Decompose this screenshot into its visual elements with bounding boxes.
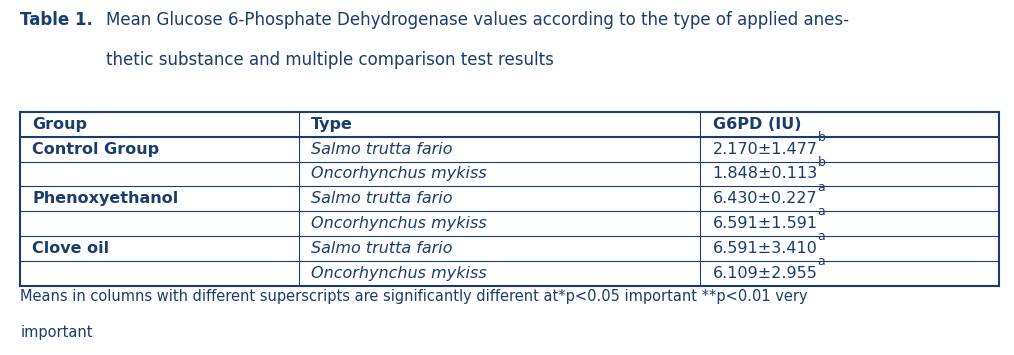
- Text: Means in columns with different superscripts are significantly different at*p<0.: Means in columns with different superscr…: [20, 289, 808, 304]
- Text: important: important: [20, 325, 92, 340]
- Text: Table 1.: Table 1.: [20, 11, 93, 29]
- Text: G6PD (IU): G6PD (IU): [713, 117, 801, 132]
- Text: Oncorhynchus mykiss: Oncorhynchus mykiss: [311, 216, 487, 231]
- Text: Phenoxyethanol: Phenoxyethanol: [32, 191, 178, 206]
- Text: 6.109±2.955: 6.109±2.955: [713, 266, 817, 281]
- Text: Salmo trutta fario: Salmo trutta fario: [311, 142, 453, 157]
- Text: a: a: [817, 230, 825, 243]
- Text: 6.591±1.591: 6.591±1.591: [713, 216, 817, 231]
- Text: Oncorhynchus mykiss: Oncorhynchus mykiss: [311, 266, 487, 281]
- Text: 6.591±3.410: 6.591±3.410: [713, 241, 817, 256]
- Text: 1.848±0.113: 1.848±0.113: [713, 166, 817, 181]
- Text: Salmo trutta fario: Salmo trutta fario: [311, 191, 453, 206]
- Text: Salmo trutta fario: Salmo trutta fario: [311, 241, 453, 256]
- Text: Oncorhynchus mykiss: Oncorhynchus mykiss: [311, 166, 487, 181]
- Text: b: b: [817, 156, 825, 169]
- Text: 2.170±1.477: 2.170±1.477: [713, 142, 817, 157]
- Text: 6.430±0.227: 6.430±0.227: [713, 191, 817, 206]
- Text: Clove oil: Clove oil: [32, 241, 110, 256]
- Text: a: a: [817, 206, 825, 218]
- Text: Mean Glucose 6-Phosphate Dehydrogenase values according to the type of applied a: Mean Glucose 6-Phosphate Dehydrogenase v…: [106, 11, 850, 29]
- Text: thetic substance and multiple comparison test results: thetic substance and multiple comparison…: [106, 51, 555, 70]
- Text: Control Group: Control Group: [32, 142, 159, 157]
- Text: Type: Type: [311, 117, 353, 132]
- Text: b: b: [817, 131, 825, 144]
- Text: a: a: [817, 181, 824, 193]
- Text: Group: Group: [32, 117, 87, 132]
- Text: a: a: [817, 255, 825, 268]
